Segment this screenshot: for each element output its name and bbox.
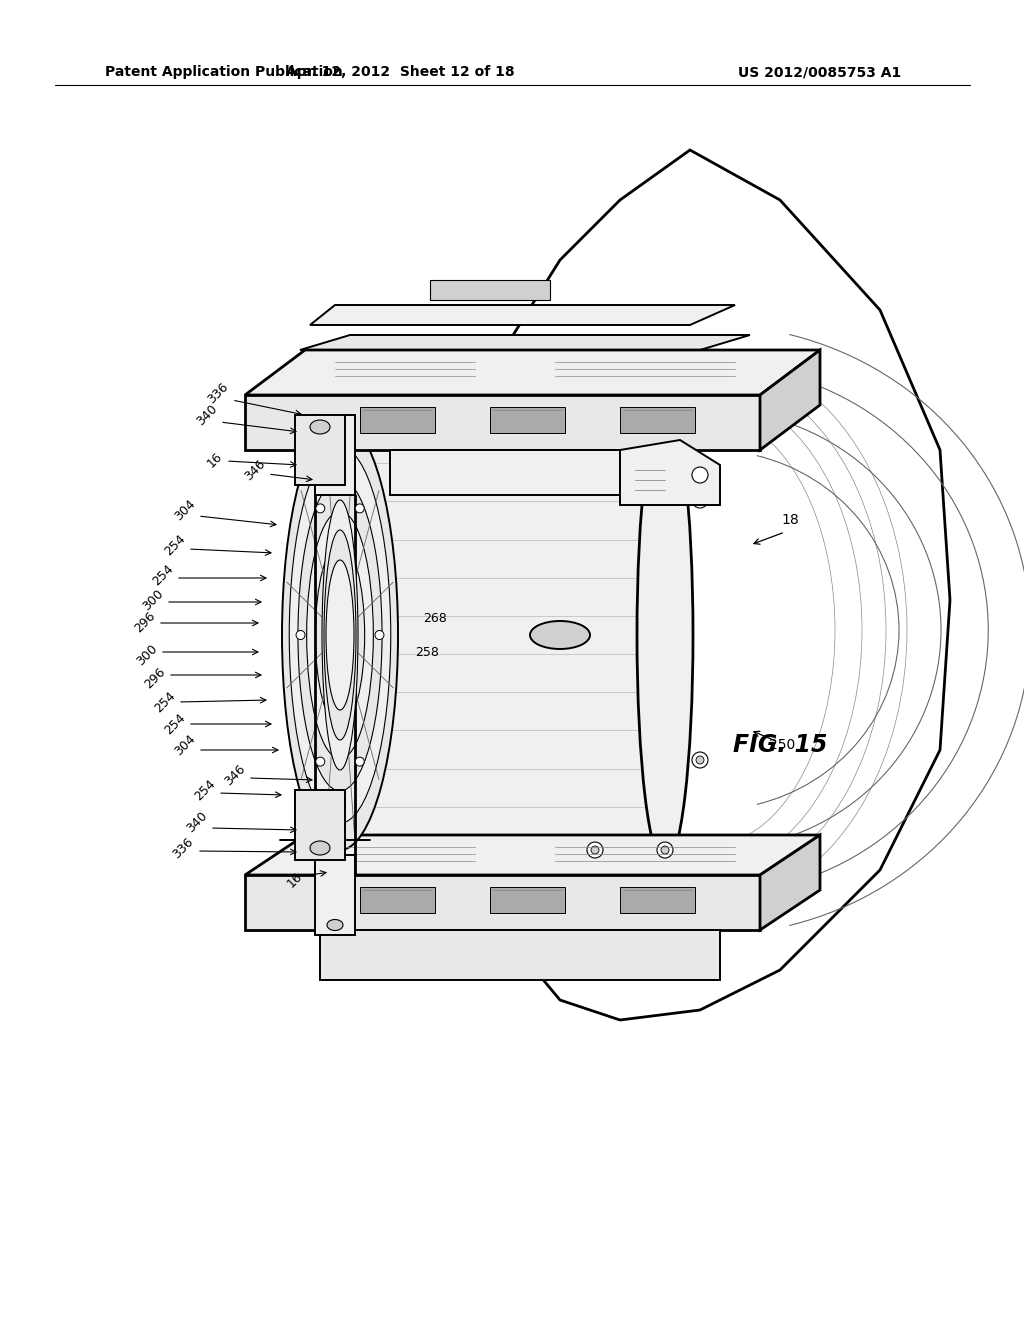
- Polygon shape: [620, 440, 720, 506]
- Ellipse shape: [296, 631, 305, 639]
- Polygon shape: [620, 887, 695, 913]
- Ellipse shape: [324, 576, 356, 694]
- Ellipse shape: [327, 920, 343, 931]
- Text: 340: 340: [184, 809, 210, 836]
- Text: 300: 300: [140, 587, 166, 612]
- Ellipse shape: [310, 841, 330, 855]
- Ellipse shape: [327, 420, 343, 430]
- Text: 304: 304: [172, 498, 198, 523]
- Text: 268: 268: [423, 611, 446, 624]
- Polygon shape: [310, 305, 735, 325]
- Ellipse shape: [657, 381, 673, 399]
- Text: Patent Application Publication: Patent Application Publication: [105, 65, 343, 79]
- Text: US 2012/0085753 A1: US 2012/0085753 A1: [738, 65, 901, 79]
- Text: 254: 254: [152, 689, 178, 715]
- Text: 296: 296: [142, 665, 168, 690]
- Ellipse shape: [692, 467, 708, 483]
- Ellipse shape: [712, 381, 728, 399]
- Text: FIG. 15: FIG. 15: [733, 733, 827, 756]
- Ellipse shape: [318, 450, 362, 820]
- Ellipse shape: [282, 420, 398, 850]
- Ellipse shape: [324, 531, 356, 741]
- Polygon shape: [300, 335, 750, 350]
- Text: 258: 258: [415, 647, 439, 660]
- Ellipse shape: [315, 504, 325, 513]
- Polygon shape: [360, 887, 435, 913]
- Text: 346: 346: [222, 762, 248, 788]
- Text: 254: 254: [193, 777, 218, 803]
- Text: 340: 340: [194, 403, 220, 428]
- Text: 304: 304: [172, 733, 198, 758]
- Ellipse shape: [696, 756, 705, 764]
- Ellipse shape: [332, 603, 349, 667]
- Ellipse shape: [530, 620, 590, 649]
- Text: 254: 254: [150, 562, 176, 587]
- Polygon shape: [360, 407, 435, 433]
- Text: 250: 250: [769, 738, 795, 752]
- Polygon shape: [760, 350, 820, 450]
- Ellipse shape: [692, 492, 708, 508]
- Text: Apr. 12, 2012  Sheet 12 of 18: Apr. 12, 2012 Sheet 12 of 18: [286, 65, 514, 79]
- Text: 346: 346: [242, 457, 268, 483]
- Ellipse shape: [355, 758, 365, 766]
- Ellipse shape: [591, 436, 599, 444]
- Ellipse shape: [315, 425, 365, 845]
- Polygon shape: [620, 407, 695, 433]
- Polygon shape: [315, 855, 355, 935]
- Ellipse shape: [322, 500, 358, 770]
- Polygon shape: [390, 450, 620, 495]
- Polygon shape: [490, 887, 565, 913]
- Ellipse shape: [306, 511, 374, 759]
- Polygon shape: [430, 280, 550, 300]
- Text: 254: 254: [162, 711, 188, 737]
- Ellipse shape: [587, 432, 603, 447]
- Ellipse shape: [637, 405, 693, 865]
- Ellipse shape: [716, 385, 724, 393]
- Polygon shape: [245, 395, 760, 450]
- Ellipse shape: [298, 479, 382, 791]
- Ellipse shape: [692, 752, 708, 768]
- Text: 300: 300: [134, 642, 160, 668]
- Ellipse shape: [587, 842, 603, 858]
- Text: 254: 254: [162, 532, 188, 558]
- Polygon shape: [490, 150, 950, 1020]
- Ellipse shape: [315, 758, 325, 766]
- Polygon shape: [760, 836, 820, 931]
- Ellipse shape: [319, 475, 360, 795]
- Polygon shape: [340, 405, 665, 865]
- Ellipse shape: [662, 846, 669, 854]
- Polygon shape: [295, 789, 345, 861]
- Text: 296: 296: [132, 609, 158, 635]
- Ellipse shape: [310, 420, 330, 434]
- Ellipse shape: [375, 631, 384, 639]
- Ellipse shape: [289, 447, 391, 824]
- Polygon shape: [245, 875, 760, 931]
- Text: 18: 18: [781, 513, 799, 527]
- Text: 16: 16: [285, 870, 305, 890]
- Ellipse shape: [657, 842, 673, 858]
- Polygon shape: [315, 414, 355, 495]
- Text: 336: 336: [205, 380, 231, 407]
- Text: 336: 336: [170, 836, 196, 861]
- Polygon shape: [295, 414, 345, 484]
- Ellipse shape: [315, 544, 365, 726]
- Text: 16: 16: [205, 450, 225, 470]
- Ellipse shape: [326, 560, 354, 710]
- Polygon shape: [319, 931, 720, 979]
- Polygon shape: [245, 350, 820, 395]
- Polygon shape: [490, 407, 565, 433]
- Ellipse shape: [696, 496, 705, 504]
- Ellipse shape: [355, 504, 365, 513]
- Polygon shape: [245, 836, 820, 875]
- Ellipse shape: [591, 846, 599, 854]
- Ellipse shape: [662, 385, 669, 393]
